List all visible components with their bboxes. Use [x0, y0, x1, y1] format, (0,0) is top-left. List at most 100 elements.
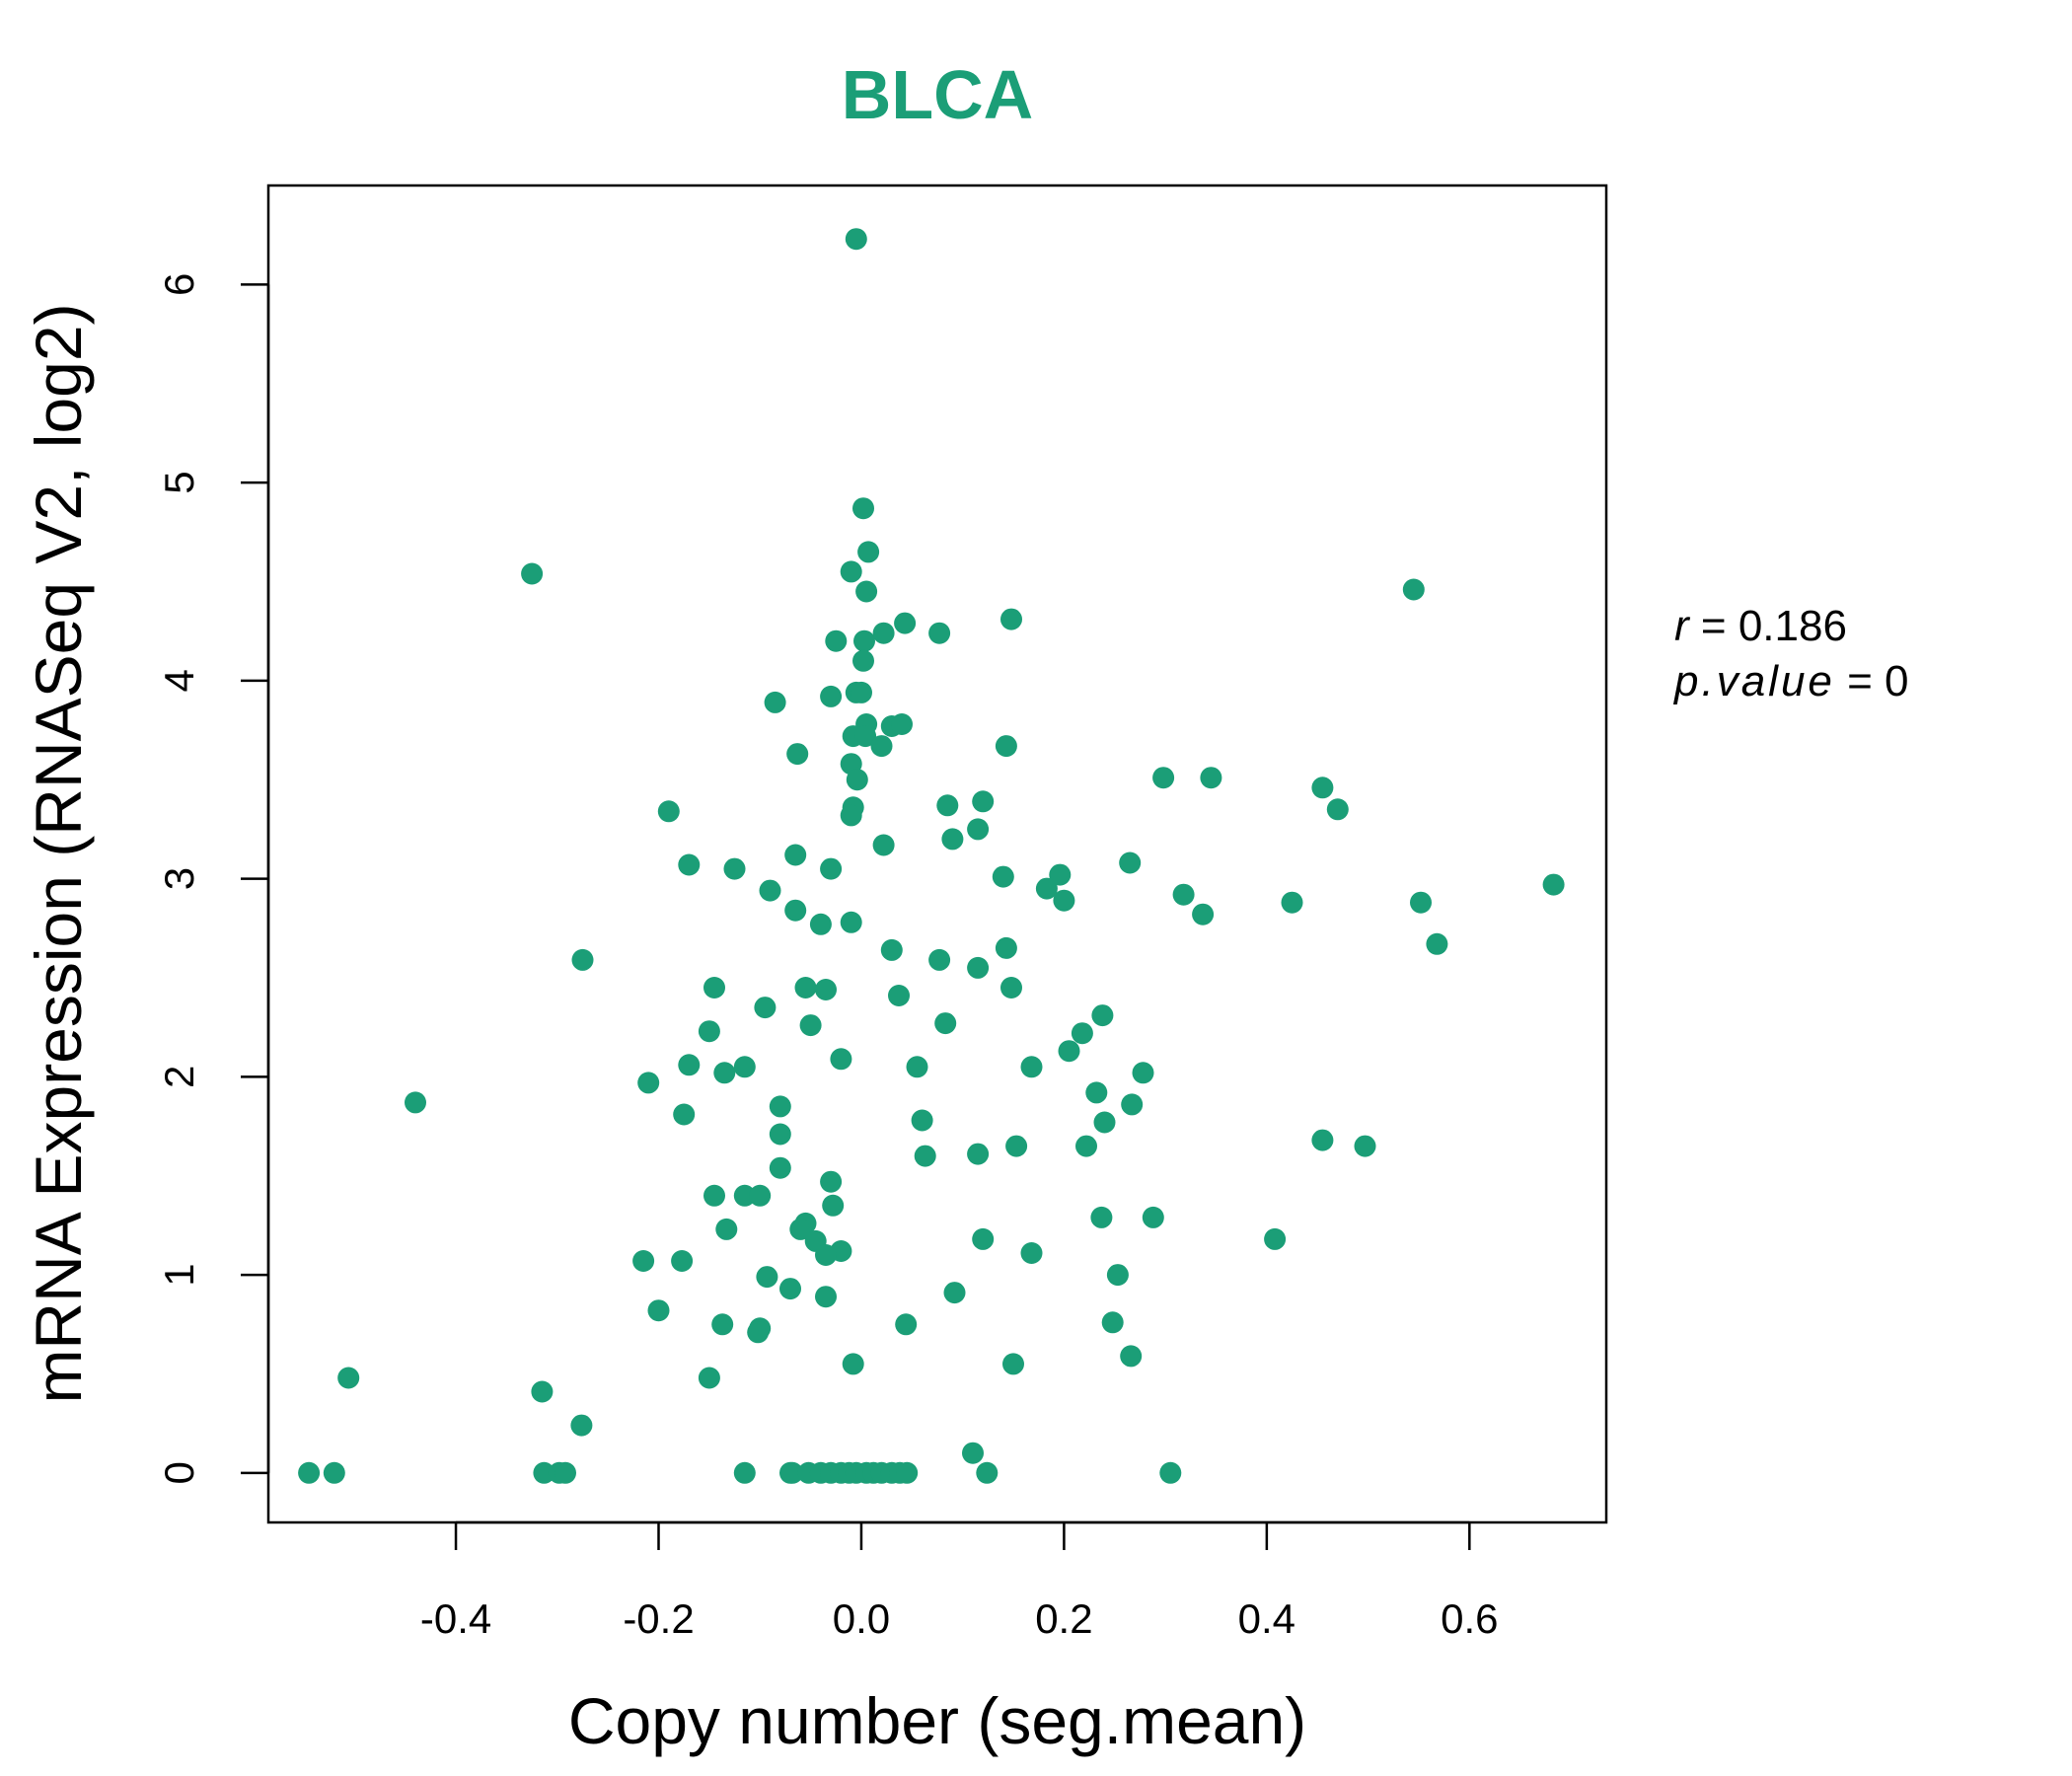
data-point	[854, 725, 877, 748]
data-point	[794, 977, 817, 999]
data-point	[815, 979, 837, 1000]
data-point	[972, 1227, 995, 1250]
y-tick-label: 1	[156, 1263, 202, 1286]
data-point	[1192, 903, 1215, 925]
data-point	[1035, 877, 1058, 900]
data-point	[521, 562, 544, 585]
data-point	[1106, 1264, 1129, 1287]
data-point	[1053, 889, 1075, 912]
x-axis-title: Copy number (seg.mean)	[568, 1684, 1306, 1757]
data-point	[632, 1250, 655, 1272]
data-point	[1119, 851, 1142, 874]
chart-title: BLCA	[842, 56, 1033, 133]
data-point	[1093, 1111, 1116, 1134]
data-point	[840, 804, 862, 827]
data-point	[853, 629, 875, 652]
data-point	[895, 1313, 918, 1336]
data-point	[747, 1321, 770, 1344]
data-point	[872, 834, 895, 856]
data-point	[698, 1367, 720, 1389]
data-point	[815, 1244, 837, 1266]
data-point	[995, 936, 1017, 959]
data-point	[1075, 1135, 1097, 1157]
data-point	[759, 879, 781, 902]
data-point	[852, 649, 874, 672]
data-point	[1071, 1022, 1093, 1045]
data-point	[972, 790, 995, 813]
r-equals: =	[1701, 602, 1739, 650]
data-point	[1542, 873, 1565, 896]
data-point	[698, 1020, 720, 1043]
data-point	[967, 956, 990, 979]
data-point	[298, 1461, 321, 1484]
p-value-value: 0	[1885, 657, 1908, 705]
data-point	[764, 691, 786, 713]
data-point	[555, 1461, 576, 1484]
data-point	[888, 985, 910, 1006]
data-point	[678, 1054, 701, 1076]
data-point	[872, 622, 895, 644]
data-point	[943, 1282, 966, 1304]
data-point	[673, 1103, 696, 1126]
data-point	[1090, 1206, 1113, 1228]
data-point	[703, 977, 725, 999]
data-point	[749, 1184, 772, 1207]
data-point	[779, 1278, 801, 1300]
y-tick-label: 3	[156, 867, 202, 890]
data-point	[1120, 1345, 1143, 1368]
y-tick-label: 4	[156, 669, 202, 692]
correlation-stats: r = 0.186 p.value = 0	[1672, 602, 1909, 705]
data-point	[711, 1313, 734, 1336]
data-point	[852, 497, 874, 520]
r-value: 0.186	[1739, 602, 1847, 650]
data-point	[880, 938, 903, 961]
data-point	[962, 1442, 984, 1464]
data-point	[820, 1170, 843, 1193]
data-point	[1101, 1311, 1124, 1334]
data-point	[1426, 932, 1448, 955]
data-point	[570, 1414, 593, 1437]
data-point	[733, 1461, 756, 1484]
x-tick-label: -0.2	[623, 1595, 694, 1642]
data-point	[906, 1056, 928, 1078]
data-point	[678, 853, 701, 876]
data-point	[845, 228, 867, 251]
data-point	[1020, 1242, 1043, 1264]
data-point	[784, 844, 807, 866]
data-point	[995, 735, 1017, 758]
p-value-label: p.value	[1672, 657, 1835, 705]
x-tick-label: 0.4	[1238, 1595, 1295, 1642]
data-point	[992, 865, 1014, 888]
plot-frame	[266, 184, 1608, 1524]
y-tick-label: 6	[156, 273, 202, 296]
y-tick-label: 0	[156, 1461, 202, 1484]
data-point	[1311, 1129, 1334, 1151]
data-point	[1152, 767, 1175, 789]
data-point	[822, 1194, 845, 1217]
data-point	[789, 1218, 812, 1240]
r-stat: r = 0.186	[1674, 602, 1847, 650]
x-tick-label: 0.6	[1441, 1595, 1498, 1642]
data-point	[855, 580, 878, 603]
data-point	[934, 1012, 957, 1035]
data-point	[1049, 863, 1072, 886]
data-point	[891, 713, 913, 735]
data-point	[1000, 608, 1022, 630]
data-point	[842, 1353, 864, 1375]
p-equals: =	[1847, 657, 1885, 705]
data-point	[1159, 1461, 1182, 1484]
data-point	[1002, 1353, 1024, 1375]
data-point	[1091, 1004, 1114, 1027]
data-point	[851, 681, 872, 703]
data-point	[870, 735, 893, 758]
data-point	[1402, 578, 1425, 601]
data-point	[637, 1072, 660, 1094]
data-point	[936, 794, 959, 817]
data-point	[820, 685, 843, 707]
data-point	[894, 612, 917, 634]
data-point	[1264, 1227, 1287, 1250]
data-point	[809, 913, 832, 935]
data-point	[941, 828, 964, 851]
data-point	[723, 857, 746, 880]
